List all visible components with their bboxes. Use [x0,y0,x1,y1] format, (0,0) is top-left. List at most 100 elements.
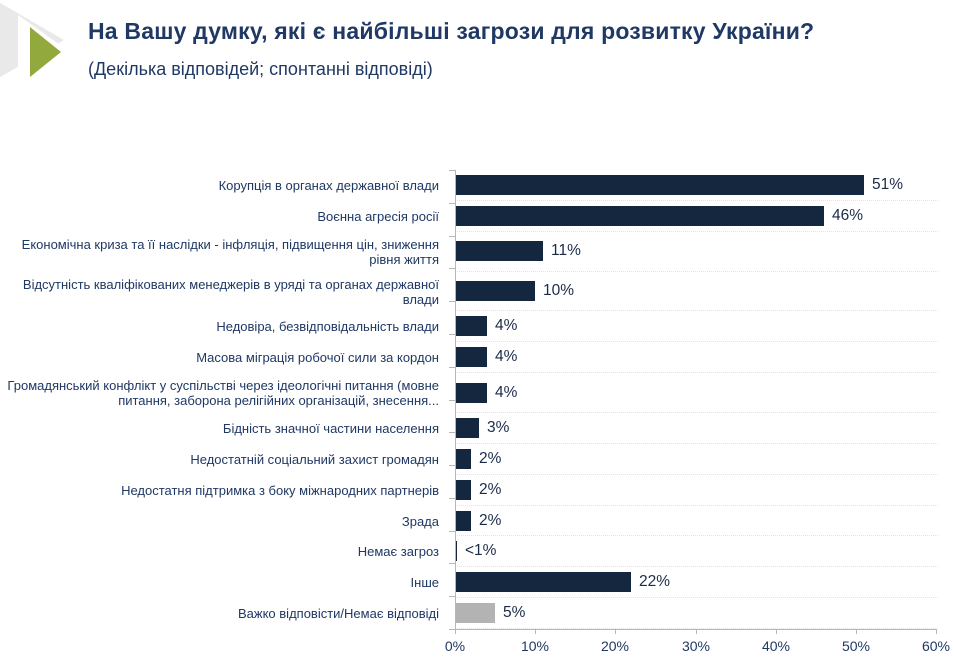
category-label: Корупція в органах державної влади [218,177,439,193]
bar [455,347,487,368]
category-label: Зрада [401,513,439,529]
bar [455,510,471,531]
category-label: Недостатня підтримка з боку міжнародних … [121,482,439,498]
category-axis-tick [449,268,455,269]
bar [455,479,471,500]
bar [455,316,487,337]
x-axis-tick-label: 0% [444,638,466,654]
category-label: Бідність значної частини населення [222,420,439,436]
bar [455,205,824,226]
bar-track: 2% [455,475,938,506]
bar-track: 4% [455,342,938,374]
bar [455,241,543,262]
bar-track: 3% [455,413,938,444]
x-axis-tick-label: 40% [761,638,791,654]
category-axis-tick [449,563,455,564]
corner-decoration-svg [0,2,70,88]
value-label: 11% [551,242,581,260]
bar [455,603,495,624]
x-axis-tick [535,629,536,634]
corner-decoration [0,0,120,110]
bar-track: 2% [455,444,938,475]
bar [455,174,864,195]
value-label: 2% [479,511,502,529]
x-axis-tick-label: 60% [921,638,951,654]
category-axis-tick [449,203,455,204]
chart-row: Громадянський конфлікт у суспільстві чер… [0,373,954,414]
category-axis-line [455,170,456,630]
chart-row: Інше 22% [0,567,954,599]
x-axis-tick [615,629,616,634]
bar [455,541,457,562]
category-axis-tick [449,400,455,401]
bar-track: 11% [455,232,938,272]
bar-track: <1% [455,536,938,568]
bar-track: 5% [455,598,938,630]
bar-track: 10% [455,272,938,312]
category-axis-tick [449,301,455,302]
category-axis-tick [449,170,455,171]
bar-track: 22% [455,567,938,599]
category-axis-tick [449,465,455,466]
x-axis-tick-label: 20% [600,638,630,654]
value-label: 4% [495,348,518,366]
value-label: 51% [872,175,904,193]
bar [455,448,471,469]
value-label: 4% [495,317,518,335]
green-arrow-icon [30,27,61,77]
bar-chart: Корупція в органах державної влади 51% Воє… [0,170,954,670]
x-axis-tick-label: 10% [520,638,550,654]
category-label: Важко відповісти/Немає відповіді [238,606,439,622]
chart-row: Важко відповісти/Немає відповіді 5% [0,598,954,630]
category-axis-tick [449,432,455,433]
chart-row: Недостатня підтримка з боку міжнародних … [0,475,954,506]
chart-row: Економічна криза та її наслідки - інфляц… [0,232,954,272]
x-axis-tick-label: 50% [841,638,871,654]
value-label: 3% [487,418,510,436]
chart-row: Зрада 2% [0,506,954,537]
category-label: Масова міграція робочої сили за кордон [196,350,439,366]
chart-rows: Корупція в органах державної влади 51% Воє… [0,170,954,630]
category-label: Інше [410,575,439,591]
page-title: На Вашу думку, які є найбільші загрози д… [88,18,815,44]
category-label: Економічна криза та її наслідки - інфляц… [21,236,439,267]
chart-row: Відсутність кваліфікованих менеджерів в … [0,272,954,312]
category-label: Воєнна агресія росії [317,208,439,224]
x-axis-tick [696,629,697,634]
bar [455,417,479,438]
page-subtitle: (Декілька відповідей; спонтанні відповід… [88,59,433,79]
bar-track: 51% [455,170,938,201]
bar-track: 4% [455,373,938,414]
chart-row: Немає загроз <1% [0,536,954,568]
category-axis-tick [449,531,455,532]
bar-track: 2% [455,506,938,537]
value-label: 2% [479,480,502,498]
category-axis-tick [449,596,455,597]
x-axis-tick [776,629,777,634]
category-label: Недостатній соціальний захист громадян [190,451,439,467]
chart-row: Масова міграція робочої сили за кордон 4% [0,342,954,374]
category-axis-tick [449,498,455,499]
category-axis-tick [449,236,455,237]
bar [455,281,535,301]
x-axis-tick-label: 30% [681,638,711,654]
category-axis-tick [449,334,455,335]
category-axis-tick [449,367,455,368]
category-axis-tick [449,629,455,630]
category-label: Немає загроз [357,544,439,560]
x-axis-tick [455,629,456,634]
category-label: Недовіра, безвідповідальність влади [216,319,439,335]
chart-row: Бідність значної частини населення 3% [0,413,954,444]
value-label: 10% [543,282,575,299]
x-axis-tick [856,629,857,634]
value-label: 4% [495,383,518,401]
value-label: 2% [479,449,502,467]
category-label: Відсутність кваліфікованих менеджерів в … [22,276,439,307]
bar [455,382,487,403]
value-label: <1% [465,542,497,560]
value-label: 46% [832,206,864,224]
bar-track: 46% [455,201,938,232]
bar-track: 4% [455,311,938,343]
chart-row: Корупція в органах державної влади 51% [0,170,954,201]
